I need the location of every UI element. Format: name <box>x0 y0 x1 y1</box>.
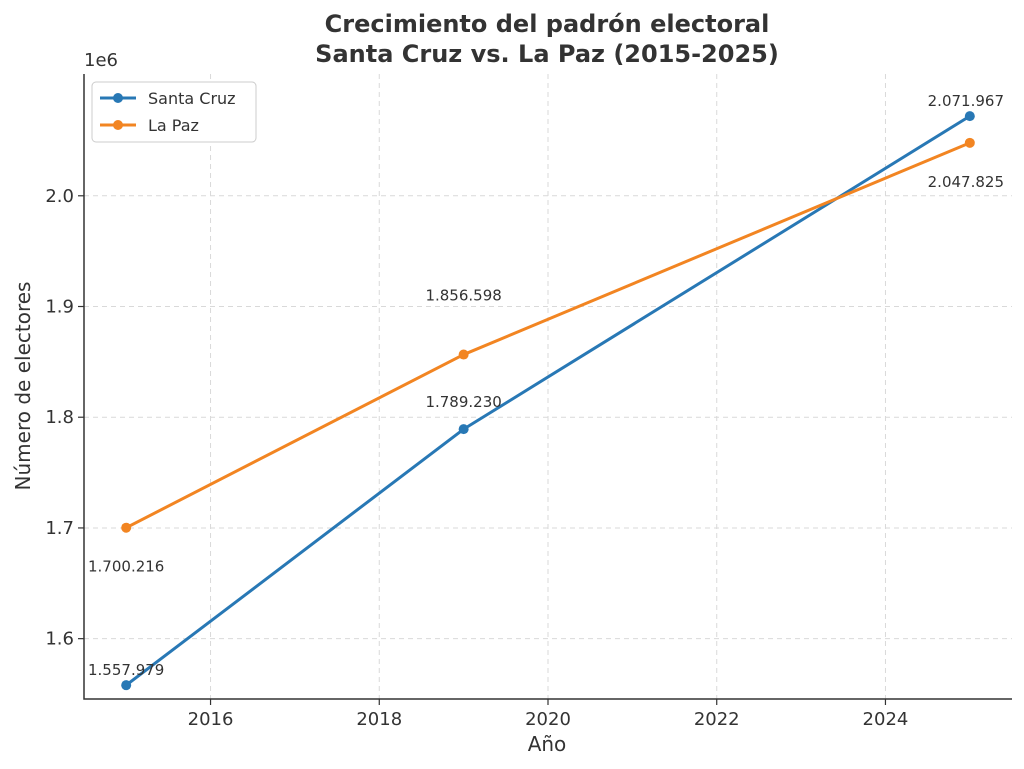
x-tick-label: 2024 <box>863 709 909 730</box>
data-label-santa-cruz: 1.557.979 <box>88 661 164 679</box>
data-point-la-paz <box>458 349 469 360</box>
x-axis-label: Año <box>528 732 567 756</box>
chart-title-line-1: Crecimiento del padrón electoral <box>325 10 770 38</box>
legend: Santa Cruz La Paz <box>91 81 257 143</box>
y-tick-label: 2.0 <box>45 186 74 207</box>
grid <box>84 74 1012 699</box>
data-label-santa-cruz: 2.071.967 <box>928 92 1004 110</box>
legend-marker-santa-cruz <box>113 93 123 103</box>
data-point-santa-cruz <box>121 680 132 691</box>
y-tick-label: 1.9 <box>45 297 74 318</box>
data-point-la-paz <box>964 137 975 148</box>
legend-label-santa-cruz: Santa Cruz <box>148 89 236 108</box>
y-axis-label: Número de electores <box>11 282 35 491</box>
data-label-la-paz: 2.047.825 <box>928 173 1004 191</box>
y-tick-label: 1.8 <box>45 407 74 428</box>
series <box>121 111 975 691</box>
y-offset-label: 1e6 <box>84 50 118 71</box>
data-label-santa-cruz: 1.789.230 <box>425 393 501 411</box>
data-labels: 1.557.979 1.789.230 2.071.967 1.700.216 1.85… <box>88 92 1004 679</box>
x-tick-label: 2022 <box>694 709 740 730</box>
x-tick-label: 2020 <box>525 709 571 730</box>
x-tick-label: 2016 <box>188 709 234 730</box>
y-tick-label: 1.6 <box>45 629 74 650</box>
axis-spines <box>83 74 1012 700</box>
y-tick-label: 1.7 <box>45 518 74 539</box>
axes: 2016 2018 2020 2022 2024 1.6 1.7 1.8 1.9 2.0 <box>45 74 1012 730</box>
chart-title-line-2: Santa Cruz vs. La Paz (2015-2025) <box>315 40 779 68</box>
x-tick-label: 2018 <box>356 709 402 730</box>
legend-label-la-paz: La Paz <box>148 116 199 135</box>
legend-marker-la-paz <box>113 120 123 130</box>
data-point-santa-cruz <box>458 424 469 435</box>
data-point-la-paz <box>121 522 132 533</box>
data-label-la-paz: 1.856.598 <box>425 287 501 305</box>
data-point-santa-cruz <box>964 111 975 122</box>
data-label-la-paz: 1.700.216 <box>88 558 164 576</box>
